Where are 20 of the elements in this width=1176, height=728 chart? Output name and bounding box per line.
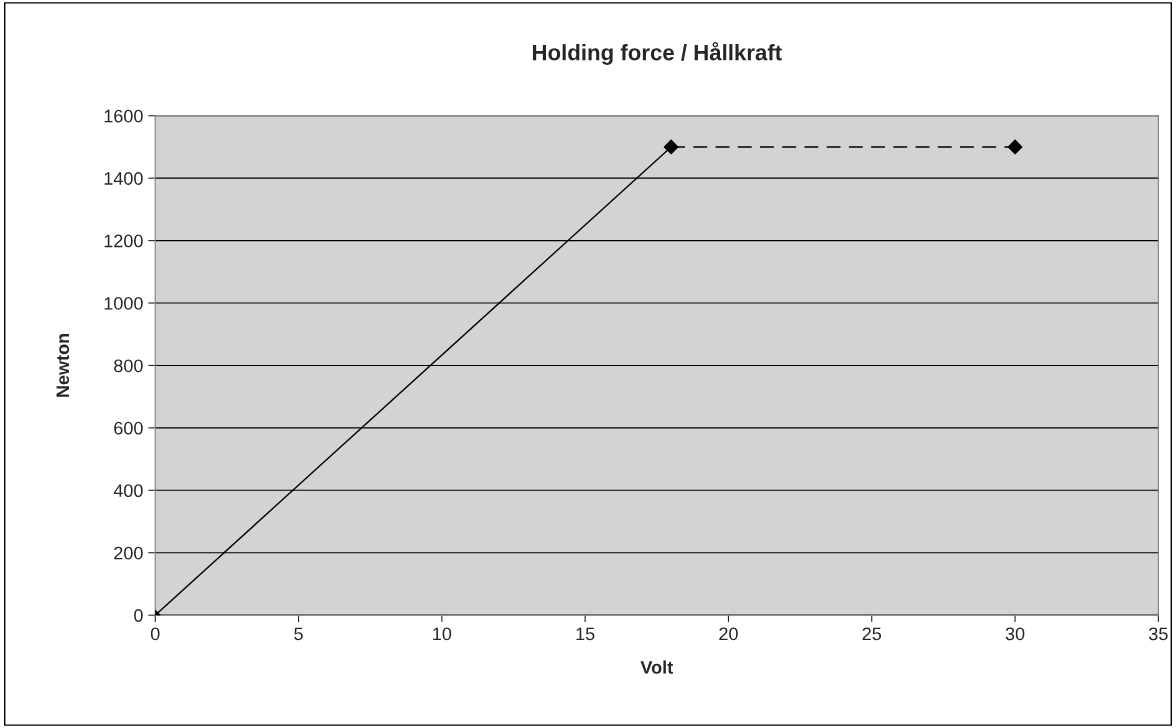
- x-tick-label: 10: [433, 627, 452, 641]
- chart-title: Holding force / Hållkraft: [532, 41, 782, 65]
- y-tick-label: 800: [114, 359, 143, 373]
- x-tick-label: 5: [294, 627, 303, 641]
- x-tick-label: 25: [862, 627, 882, 641]
- y-axis-title: Newton: [56, 333, 70, 397]
- y-tick-label: 1600: [104, 109, 143, 123]
- y-tick-label: 400: [113, 484, 143, 498]
- x-tick-label: 20: [719, 627, 738, 641]
- x-axis-title: Volt: [640, 660, 673, 674]
- y-tick-label: 1200: [104, 234, 143, 248]
- y-tick-label: 1000: [104, 296, 143, 310]
- x-tick-label: 30: [1005, 627, 1025, 641]
- y-tick-label: 600: [114, 421, 143, 435]
- y-tick-label: 1400: [104, 172, 143, 185]
- x-tick-label: 15: [576, 627, 595, 641]
- y-tick-label: 200: [114, 546, 143, 560]
- x-tick-label: 0: [150, 627, 160, 641]
- y-tick-label: 0: [134, 609, 143, 622]
- x-tick-label: 35: [1149, 627, 1168, 641]
